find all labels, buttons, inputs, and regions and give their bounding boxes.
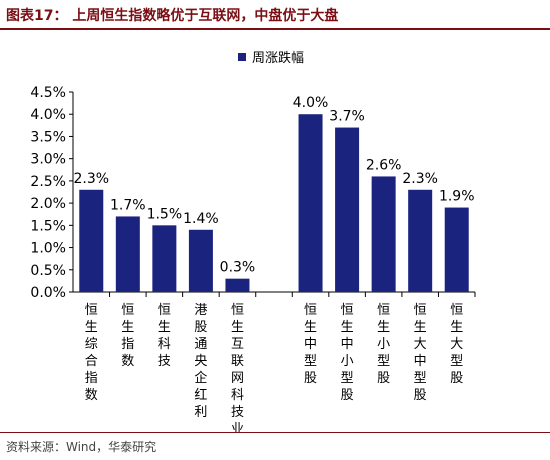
data-label: 1.4% (183, 211, 219, 227)
title-bar: 图表17： 上周恒生指数略优于互联网，中盘优于大盘 (0, 0, 550, 30)
category-label: 恒生指数 (121, 303, 134, 369)
y-tick-label: 4.5% (30, 85, 66, 101)
category-label: 恒生科技 (158, 303, 171, 369)
data-label: 2.3% (402, 171, 438, 187)
data-label: 2.6% (366, 157, 402, 173)
y-tick-label: 1.0% (30, 241, 66, 257)
y-tick-label: 2.0% (30, 196, 66, 212)
y-tick-label: 0.0% (30, 285, 66, 301)
bar (371, 176, 396, 292)
category-label: 恒生中型股 (304, 303, 317, 386)
data-label: 0.3% (220, 260, 256, 276)
category-label: 恒生中小型股 (341, 303, 354, 403)
data-label: 1.7% (110, 197, 146, 213)
data-label: 4.0% (293, 95, 329, 111)
category-label: 港股通央企红利 (194, 303, 207, 420)
bar (115, 216, 140, 292)
bar (152, 225, 177, 292)
y-tick-label: 4.0% (30, 107, 66, 123)
source-note: 资料来源：Wind，华泰研究 (6, 440, 157, 454)
y-tick-label: 2.5% (30, 174, 66, 190)
legend-swatch (238, 53, 246, 61)
y-tick-label: 3.5% (30, 129, 66, 145)
y-tick-label: 1.5% (30, 218, 66, 234)
category-label: 恒生综合指数 (85, 303, 98, 403)
bar (188, 229, 213, 292)
category-label: 恒生大中型股 (414, 303, 427, 403)
bar (79, 189, 104, 292)
bar (408, 189, 433, 292)
legend-label: 周涨跌幅 (252, 50, 304, 66)
y-tick-label: 3.0% (30, 152, 66, 168)
bar-chart: 0.0% 0.5% 1.0% 1.5% 2.0% 2.5% 3.0% 3.5% 4.0% 4.5%… (30, 50, 476, 432)
data-label: 1.9% (439, 189, 475, 205)
category-label: 恒生互联网科技业 (231, 303, 244, 432)
category-label: 恒生小型股 (377, 303, 390, 386)
bar (335, 127, 360, 292)
data-label: 2.3% (73, 171, 109, 187)
bar (225, 278, 250, 292)
data-label: 1.5% (147, 206, 183, 222)
footer-divider (0, 432, 550, 433)
category-label: 恒生大型股 (450, 303, 463, 386)
figure-title: 图表17： 上周恒生指数略优于互联网，中盘优于大盘 (6, 8, 339, 24)
bar (298, 114, 323, 292)
y-tick-label: 0.5% (30, 263, 66, 279)
bar (444, 207, 469, 292)
data-label: 3.7% (329, 109, 365, 125)
legend: 周涨跌幅 (238, 50, 304, 66)
